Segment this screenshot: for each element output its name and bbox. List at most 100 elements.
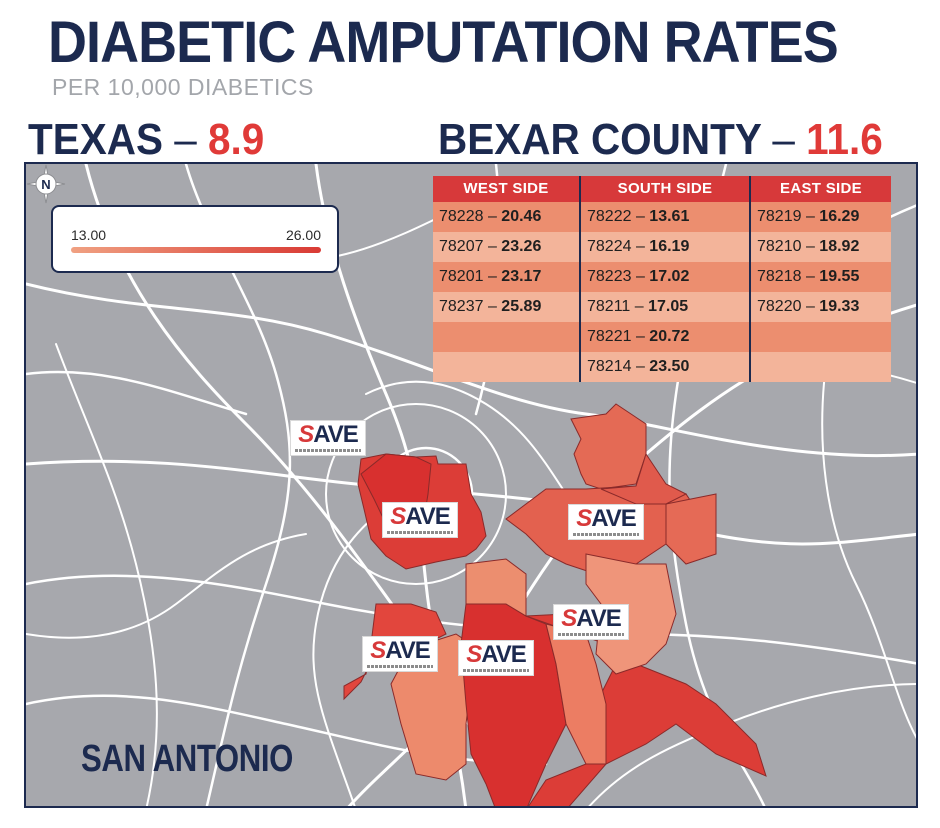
amputation-rate: 17.05: [648, 298, 689, 315]
page-subtitle: PER 10,000 DIABETICS: [52, 74, 314, 100]
table-row: 78220 – 19.33: [751, 292, 891, 322]
zip-code: 78219: [757, 208, 802, 225]
page-title: DIABETIC AMPUTATION RATES: [48, 10, 839, 75]
amputation-rate: 19.55: [819, 268, 860, 285]
amputation-rate: 16.29: [819, 208, 860, 225]
zip-region-78222[interactable]: [585, 553, 677, 675]
zip-code: 78221: [587, 328, 632, 345]
save-clinic-logo[interactable]: SAVE: [553, 604, 629, 640]
zip-code: 78237: [439, 298, 484, 315]
table-row: [433, 322, 579, 352]
save-logo-s: S: [370, 637, 386, 664]
amputation-rate: 23.50: [649, 358, 690, 375]
table-row: 78219 – 16.29: [751, 202, 891, 232]
table-row: 78218 – 19.55: [751, 262, 891, 292]
save-logo-tagline: [558, 633, 624, 636]
table-row: 78223 – 17.02: [581, 262, 749, 292]
zip-code: 78224: [587, 238, 632, 255]
zip-code: 78228: [439, 208, 484, 225]
texas-value: 8.9: [208, 115, 265, 164]
table-row: [751, 322, 891, 352]
amputation-rate: 13.61: [649, 208, 690, 225]
save-logo-tagline: [295, 449, 361, 452]
table-row: 78210 – 18.92: [751, 232, 891, 262]
texas-label: TEXAS: [28, 115, 163, 164]
amputation-rate: 20.46: [501, 208, 542, 225]
save-logo-tagline: [463, 669, 529, 672]
west-side-column: WEST SIDE 78228 – 20.46 78207 – 23.26 7820…: [433, 176, 579, 382]
table-row: 78237 – 25.89: [433, 292, 579, 322]
amputation-rate: 23.26: [501, 238, 542, 255]
save-clinic-logo[interactable]: SAVE: [568, 504, 644, 540]
table-row: [433, 352, 579, 382]
zip-region-78211[interactable]: [465, 558, 527, 617]
amputation-rate: 16.19: [649, 238, 690, 255]
bexar-value: 11.6: [806, 115, 883, 164]
table-row: 78211 – 17.05: [581, 292, 749, 322]
amputation-rate: 19.33: [819, 298, 860, 315]
save-logo-rest: AVE: [591, 505, 637, 532]
west-side-header: WEST SIDE: [433, 176, 579, 202]
zip-code: 78210: [757, 238, 802, 255]
save-logo-s: S: [466, 641, 482, 668]
table-row: 78207 – 23.26: [433, 232, 579, 262]
east-side-header: EAST SIDE: [751, 176, 891, 202]
save-logo-rest: AVE: [481, 641, 527, 668]
amputation-rate: 23.17: [501, 268, 542, 285]
amputation-rate: 20.72: [649, 328, 690, 345]
zip-code: 78222: [587, 208, 632, 225]
save-clinic-logo[interactable]: SAVE: [458, 640, 534, 676]
table-row: 78228 – 20.46: [433, 202, 579, 232]
table-row: 78224 – 16.19: [581, 232, 749, 262]
texas-rate: TEXAS – 8.9: [28, 116, 264, 164]
save-logo-rest: AVE: [576, 605, 622, 632]
save-logo-rest: AVE: [385, 637, 431, 664]
table-row: 78222 – 13.61: [581, 202, 749, 232]
save-logo-rest: AVE: [405, 503, 451, 530]
zip-code: 78207: [439, 238, 484, 255]
texas-dash: –: [174, 115, 197, 164]
bexar-label: BEXAR COUNTY: [438, 115, 762, 164]
legend-min-label: 13.00: [71, 227, 107, 243]
amputation-rate: 18.92: [819, 238, 860, 255]
legend-max-label: 26.00: [285, 227, 321, 243]
south-side-header: SOUTH SIDE: [581, 176, 749, 202]
table-row: 78221 – 20.72: [581, 322, 749, 352]
save-clinic-logo[interactable]: SAVE: [382, 502, 458, 538]
save-logo-s: S: [298, 421, 314, 448]
zip-region-78224[interactable]: [545, 623, 607, 765]
amputation-rate: 25.89: [501, 298, 542, 315]
amputation-rate: 17.02: [649, 268, 690, 285]
legend-gradient-bar: [71, 247, 321, 253]
save-clinic-logo[interactable]: SAVE: [362, 636, 438, 672]
color-scale-legend: 13.00 26.00: [53, 207, 337, 271]
zip-region-78220[interactable]: [665, 493, 717, 565]
zip-code: 78214: [587, 358, 632, 375]
compass-icon: N: [26, 164, 66, 204]
bexar-dash: –: [772, 115, 795, 164]
save-logo-tagline: [367, 665, 433, 668]
table-row: [751, 352, 891, 382]
zip-code: 78220: [757, 298, 802, 315]
save-logo-s: S: [576, 505, 592, 532]
zip-code: 78218: [757, 268, 802, 285]
column-divider: [579, 176, 581, 382]
zip-code: 78201: [439, 268, 484, 285]
bexar-rate: BEXAR COUNTY – 11.6: [438, 116, 883, 164]
compass-letter: N: [41, 177, 50, 192]
save-logo-rest: AVE: [313, 421, 359, 448]
save-logo-tagline: [387, 531, 453, 534]
east-side-column: EAST SIDE 78219 – 16.29 78210 – 18.92 7821…: [751, 176, 891, 382]
south-side-column: SOUTH SIDE 78222 – 13.61 78224 – 16.19 782…: [581, 176, 749, 382]
table-row: 78214 – 23.50: [581, 352, 749, 382]
table-row: 78201 – 23.17: [433, 262, 579, 292]
save-clinic-logo[interactable]: SAVE: [290, 420, 366, 456]
map-panel[interactable]: 13.00 26.00 WEST SIDE 78228 – 20.46 78207…: [24, 162, 918, 808]
zip-region-78219[interactable]: [570, 403, 647, 490]
zip-code: 78223: [587, 268, 632, 285]
save-logo-s: S: [561, 605, 577, 632]
city-label: SAN ANTONIO: [81, 738, 293, 780]
save-logo-s: S: [390, 503, 406, 530]
column-divider: [749, 176, 751, 382]
save-logo-tagline: [573, 533, 639, 536]
